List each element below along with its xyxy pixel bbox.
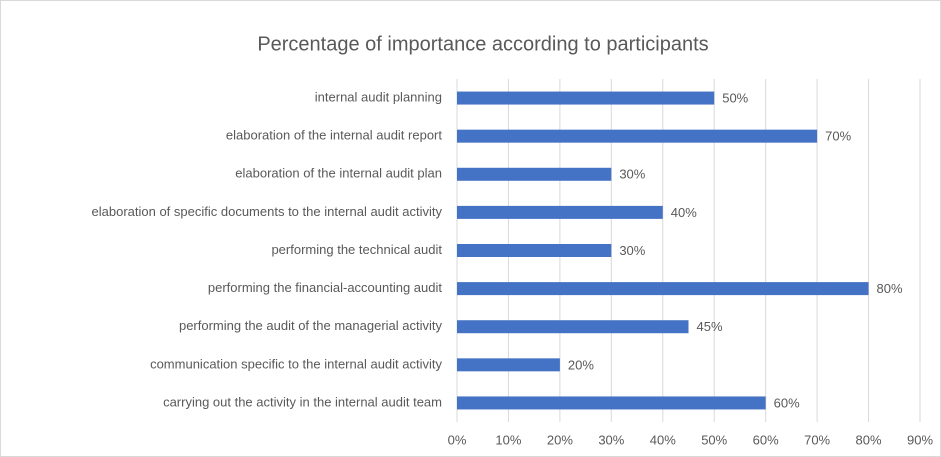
data-label: 60% [774,395,800,410]
chart-title: Percentage of importance according to pa… [257,33,708,55]
x-tick-label: 60% [753,432,779,447]
x-tick-label: 50% [701,432,727,447]
bar [457,282,869,296]
bar [457,396,766,410]
x-tick-label: 90% [907,432,933,447]
data-label: 45% [697,319,723,334]
y-tick-label: elaboration of the internal audit plan [235,166,442,181]
y-tick-label: performing the technical audit [271,242,442,257]
x-tick-label: 80% [856,432,882,447]
x-tick-label: 40% [650,432,676,447]
x-tick-label: 70% [804,432,830,447]
data-label: 30% [619,243,645,258]
y-tick-label: elaboration of the internal audit report [226,128,442,143]
bar [457,205,663,219]
x-tick-label: 0% [448,432,467,447]
bar [457,320,689,334]
x-tick-label: 20% [547,432,573,447]
data-label: 50% [722,90,748,105]
bar [457,358,560,372]
x-tick-label: 30% [598,432,624,447]
data-label: 40% [671,205,697,220]
y-tick-label: performing the financial-accounting audi… [208,280,443,295]
y-tick-label: communication specific to the internal a… [150,356,442,371]
y-tick-label: elaboration of specific documents to the… [92,204,443,219]
bar [457,129,818,143]
x-tick-label: 10% [495,432,521,447]
bar [457,91,715,105]
data-label: 70% [825,129,851,144]
data-label: 20% [568,357,594,372]
bar [457,167,612,181]
data-label: 80% [877,281,903,296]
y-tick-label: performing the audit of the managerial a… [179,318,443,333]
y-tick-label: internal audit planning [315,89,442,104]
data-label: 30% [619,167,645,182]
y-tick-label: carrying out the activity in the interna… [163,394,442,409]
bar [457,244,612,257]
